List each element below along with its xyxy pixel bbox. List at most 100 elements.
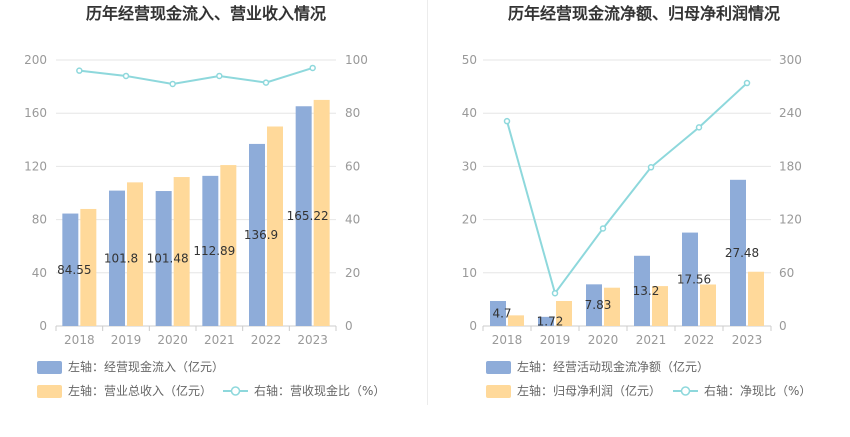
ratio-line-point [216,72,223,80]
x-axis-tick-label: 2018 [64,333,95,347]
legend-line-marker [230,386,241,396]
bar-data-label: 101.48 [147,252,189,266]
right-axis-tick-label: 60 [779,266,794,280]
left-axis-tick-label: 10 [462,266,477,280]
bar-primary [249,143,265,326]
ratio-line [79,67,313,85]
legend-label: 左轴：归母净利润（亿元） [517,383,661,398]
bar-secondary [80,208,97,326]
x-axis-tick-label: 2023 [297,333,328,347]
bar-data-label: 1.72 [537,314,564,328]
right-axis-tick-label: 0 [345,319,353,333]
legend-swatch [486,361,511,374]
bar-secondary [700,284,716,326]
bar-primary [730,179,746,326]
ratio-line-point [309,64,316,72]
bar-secondary [604,287,620,326]
x-axis-tick-label: 2021 [636,333,667,347]
x-axis-tick-label: 2022 [684,333,715,347]
ratio-line-point [262,79,270,86]
bar-primary [682,232,698,326]
legend-swatch [486,385,511,398]
bar-secondary [748,271,764,326]
bar-primary [538,316,554,326]
legend-label: 右轴：营收现金比（%） [254,383,385,398]
bar-primary [295,106,312,326]
bar-primary [155,191,172,326]
x-axis-tick-label: 2019 [111,333,142,347]
bar-primary [109,190,125,326]
left-axis-tick-label: 200 [24,53,47,67]
left-axis-tick-label: 120 [24,159,47,173]
bar-secondary [313,99,330,327]
ratio-line-point [551,289,559,297]
panel-divider [427,0,428,405]
ratio-line-point [743,79,751,87]
bar-secondary [508,315,524,326]
legend-label: 左轴：经营现金流入（亿元） [68,359,224,374]
left-axis-tick-label: 160 [24,106,47,120]
bar-data-label: 112.89 [193,244,235,258]
legend-label: 左轴：营业总收入（亿元） [68,383,212,398]
bar-secondary [267,126,283,326]
bar-data-label: 27.48 [725,246,759,260]
right-axis-tick-label: 80 [345,106,360,120]
x-axis-tick-label: 2019 [540,333,571,347]
right-axis-tick-label: 120 [779,213,802,227]
legend-label: 左轴：经营活动现金流净额（亿元） [517,359,709,374]
bar-primary [586,284,602,326]
right-axis-tick-label: 240 [779,106,802,120]
right-axis-tick-label: 60 [345,159,360,173]
bar-primary [490,300,506,326]
x-axis-tick-label: 2020 [588,333,619,347]
bar-secondary [652,286,668,326]
x-axis-tick-label: 2021 [204,333,235,347]
x-axis-tick-label: 2022 [251,333,282,347]
left-axis-tick-label: 0 [39,319,47,333]
bar-data-label: 17.56 [677,272,711,286]
legend-line-marker [680,386,691,396]
x-axis-tick-label: 2023 [732,333,763,347]
bar-data-label: 7.83 [585,298,612,312]
left-axis-tick-label: 40 [462,106,477,120]
bar-secondary [127,182,143,326]
bar-data-label: 165.22 [287,209,329,223]
ratio-line-point [76,67,83,74]
legend-swatch [37,385,62,398]
bar-data-label: 13.2 [633,284,660,298]
ratio-line-point [695,124,703,131]
bar-primary [202,175,219,326]
left-axis-tick-label: 20 [462,213,477,227]
ratio-line-point [169,80,176,88]
ratio-line-point [647,164,655,171]
ratio-line-point [599,225,607,232]
bar-secondary [220,165,237,326]
right-axis-tick-label: 180 [779,159,802,173]
bar-data-label: 84.55 [57,263,91,277]
chart-title: 历年经营现金流净额、归母净利润情况 [508,4,780,23]
left-axis-tick-label: 40 [32,266,47,280]
right-axis-tick-label: 0 [779,319,787,333]
x-axis-tick-label: 2018 [492,333,523,347]
bar-primary [634,255,650,326]
left-axis-tick-label: 80 [32,213,47,227]
right-axis-tick-label: 300 [779,53,802,67]
bar-data-label: 4.7 [492,306,511,320]
bar-secondary [556,300,572,326]
right-axis-tick-label: 100 [345,53,368,67]
x-axis-tick-label: 2020 [157,333,188,347]
left-axis-tick-label: 0 [469,319,477,333]
legend-label: 右轴：净现比（%） [704,383,811,398]
ratio-line-point [503,117,511,125]
left-axis-tick-label: 50 [462,53,477,67]
right-axis-tick-label: 40 [345,213,360,227]
chart-title: 历年经营现金流入、营业收入情况 [86,4,326,23]
ratio-line-point [122,72,130,80]
bar-data-label: 101.8 [104,251,138,265]
left-axis-tick-label: 30 [462,159,477,173]
bar-secondary [173,177,190,326]
bar-primary [62,213,79,326]
legend-swatch [37,361,62,374]
right-axis-tick-label: 20 [345,266,360,280]
